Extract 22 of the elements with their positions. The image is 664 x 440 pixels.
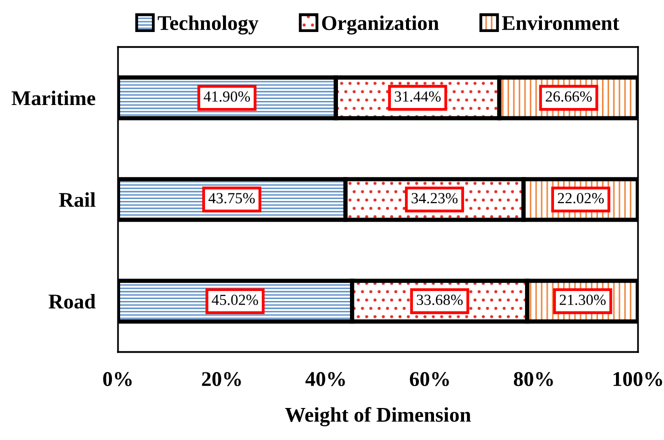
x-tick-label: 20% [202,372,241,386]
y-tick-label: Maritime [12,90,96,106]
legend-label: Environment [502,15,620,30]
x-tick-label: 100% [614,372,662,386]
y-tick-label: Rail [59,192,96,207]
x-tick-label: 40% [305,372,345,386]
data-label: 41.90% [204,91,250,102]
y-tick-label: Road [48,294,96,309]
data-label: 22.02% [558,193,604,204]
data-label: 34.23% [412,193,458,204]
data-label: 43.75% [208,193,255,204]
data-label: 45.02% [212,294,258,306]
x-tick-label: 0% [103,372,132,386]
data-label: 33.68% [416,294,463,306]
legend-label: Organization [322,15,439,34]
x-tick-label: 80% [514,372,553,386]
x-axis-title: Weight of Dimension [285,407,471,426]
data-label: 31.44% [394,91,441,102]
x-tick-label: 60% [410,372,449,386]
data-label: 21.30% [560,294,606,306]
data-label: 26.66% [546,91,592,102]
legend-label: Technology [158,15,258,34]
